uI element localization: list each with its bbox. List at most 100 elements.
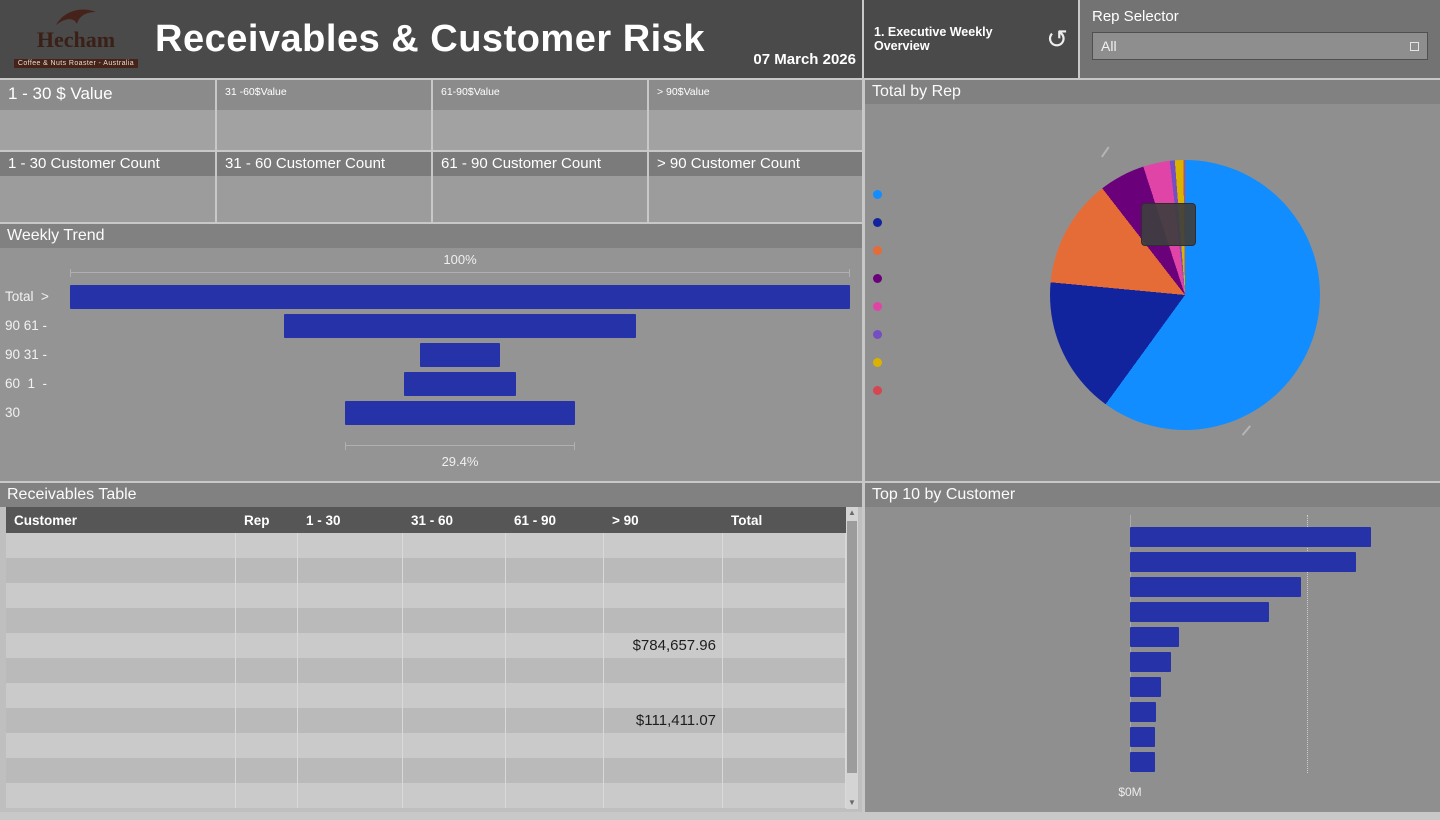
table-cell: $111,411.07 xyxy=(604,708,723,733)
table-cell xyxy=(236,708,298,733)
table-row[interactable] xyxy=(6,658,846,683)
customer-bar[interactable] xyxy=(1130,751,1156,772)
scrollbar-thumb[interactable] xyxy=(847,521,857,773)
dropdown-expand-icon[interactable] xyxy=(1410,41,1419,51)
table-cell xyxy=(506,608,604,633)
table-cell xyxy=(298,683,403,708)
column-header[interactable]: 61 - 90 xyxy=(514,513,557,528)
kpi-card-61-90-count: 61 - 90 Customer Count xyxy=(433,152,647,222)
table-cell xyxy=(6,583,236,608)
brand-tagline: Coffee & Nuts Roaster - Australia xyxy=(13,59,139,68)
funnel-bar[interactable] xyxy=(419,342,501,367)
table-cell xyxy=(723,733,846,758)
column-header[interactable]: Total xyxy=(731,513,763,528)
table-cell xyxy=(298,783,403,808)
funnel-bar[interactable] xyxy=(345,400,575,425)
brand-logo: Hecham Coffee & Nuts Roaster - Australia xyxy=(10,2,142,76)
table-cell xyxy=(604,583,723,608)
column-header[interactable]: Customer xyxy=(14,513,78,528)
weekly-trend-panel: Weekly Trend 100% Total > 90 61 - 90 31 - 6… xyxy=(0,224,862,481)
table-cell xyxy=(506,583,604,608)
table-row[interactable] xyxy=(6,733,846,758)
kpi-card-value-hidden xyxy=(0,110,215,150)
legend-item[interactable] xyxy=(873,348,882,376)
table-cell xyxy=(604,533,723,558)
funnel-bar[interactable] xyxy=(70,284,850,309)
customer-bar[interactable] xyxy=(1130,651,1171,672)
reset-filters-icon[interactable]: ↺ xyxy=(1046,24,1068,54)
table-row[interactable] xyxy=(6,583,846,608)
legend-item[interactable] xyxy=(873,264,882,292)
table-row[interactable] xyxy=(6,558,846,583)
panel-title: Weekly Trend xyxy=(0,224,862,248)
funnel-bar[interactable] xyxy=(284,313,636,338)
kpi-card-over-90-value: > 90$Value xyxy=(649,80,862,150)
customer-bar[interactable] xyxy=(1130,551,1357,572)
table-cell xyxy=(298,733,403,758)
table-cell xyxy=(236,658,298,683)
table-row[interactable]: $784,657.96 xyxy=(6,633,846,658)
legend-item[interactable] xyxy=(873,236,882,264)
table-cell xyxy=(236,758,298,783)
legend-item[interactable] xyxy=(873,376,882,404)
kpi-card-value-hidden xyxy=(649,176,862,222)
table-row[interactable] xyxy=(6,683,846,708)
legend-color-dot xyxy=(873,245,882,255)
column-header[interactable]: Rep xyxy=(244,513,270,528)
legend-item[interactable] xyxy=(873,292,882,320)
customer-bar[interactable] xyxy=(1130,626,1179,647)
table-row[interactable] xyxy=(6,783,846,808)
kpi-card-value-hidden xyxy=(217,176,431,222)
customer-bar[interactable] xyxy=(1130,601,1270,622)
rep-selector-dropdown[interactable]: All xyxy=(1092,32,1428,60)
table-cell xyxy=(6,733,236,758)
column-header[interactable]: > 90 xyxy=(612,513,639,528)
table-row[interactable] xyxy=(6,533,846,558)
funnel-category-label: 90 31 - xyxy=(5,347,48,362)
funnel-top-bracket xyxy=(70,269,850,277)
legend-color-dot xyxy=(873,385,882,395)
weekly-trend-funnel: Total > 90 61 - 90 31 - 60 1 - 30 xyxy=(0,282,862,427)
table-cell xyxy=(506,533,604,558)
table-row[interactable] xyxy=(6,608,846,633)
table-cell xyxy=(6,608,236,633)
column-header[interactable]: 1 - 30 xyxy=(306,513,341,528)
receivables-table-panel: Receivables Table Customer Rep 1 - 30 31 - … xyxy=(0,483,862,812)
kpi-card-31-60-value: 31 -60$Value xyxy=(217,80,431,150)
top10-by-customer-panel: Top 10 by Customer $0M xyxy=(865,483,1440,812)
kpi-card-title: 31 -60$Value xyxy=(217,80,431,110)
customer-bar[interactable] xyxy=(1130,576,1302,597)
table-cell xyxy=(723,633,846,658)
table-cell xyxy=(506,783,604,808)
kpi-card-over-90-count: > 90 Customer Count xyxy=(649,152,862,222)
table-cell xyxy=(723,658,846,683)
total-by-rep-pie[interactable] xyxy=(1050,160,1320,430)
table-cell xyxy=(604,683,723,708)
funnel-category-label: Total > xyxy=(5,289,49,304)
kpi-card-title: 31 - 60 Customer Count xyxy=(217,152,431,176)
table-cell xyxy=(236,783,298,808)
customer-bar[interactable] xyxy=(1130,676,1162,697)
customer-bar[interactable] xyxy=(1130,726,1156,747)
brand-name: Hecham xyxy=(36,27,116,52)
table-scrollbar[interactable]: ▲ ▼ xyxy=(846,507,858,809)
legend-item[interactable] xyxy=(873,208,882,236)
legend-item[interactable] xyxy=(873,320,882,348)
funnel-bar[interactable] xyxy=(403,371,517,396)
legend-item[interactable] xyxy=(873,180,882,208)
table-cell xyxy=(403,533,506,558)
rep-selector-value: All xyxy=(1101,38,1117,54)
table-cell xyxy=(403,733,506,758)
bookmark-nav-button[interactable]: 1. Executive Weekly Overview ↺ xyxy=(864,0,1078,78)
customer-bar[interactable] xyxy=(1130,701,1157,722)
table-row[interactable] xyxy=(6,758,846,783)
funnel-category-label: 60 1 - xyxy=(5,376,48,391)
scroll-down-icon[interactable]: ▼ xyxy=(848,798,856,807)
table-cell xyxy=(236,633,298,658)
customer-bar[interactable] xyxy=(1130,526,1371,547)
table-row[interactable]: $111,411.07 xyxy=(6,708,846,733)
scroll-up-icon[interactable]: ▲ xyxy=(848,508,856,517)
column-header[interactable]: 31 - 60 xyxy=(411,513,454,528)
table-cell xyxy=(723,558,846,583)
table-cell xyxy=(723,533,846,558)
